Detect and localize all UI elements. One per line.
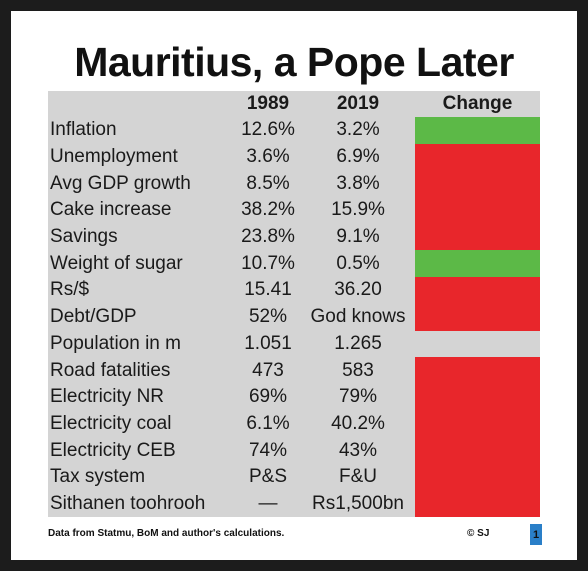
table-row: Sithanen toohrooh — Rs1,500bn <box>48 490 540 518</box>
change-indicator <box>415 223 540 251</box>
change-indicator <box>415 490 540 518</box>
table-row: Weight of sugar 10.7% 0.5% <box>48 250 540 278</box>
value-1989: 74% <box>248 439 288 461</box>
header-2019: 2019 <box>336 93 380 114</box>
value-2019: God knows <box>310 306 406 328</box>
value-1989: 8.5% <box>246 172 290 194</box>
row-label: Tax system <box>50 466 146 488</box>
table-row: Debt/GDP 52% God knows <box>48 303 540 331</box>
change-indicator <box>415 117 540 144</box>
change-indicator <box>415 331 540 358</box>
row-label: Electricity CEB <box>50 439 176 461</box>
row-label: Cake increase <box>50 199 172 221</box>
value-1989: 52% <box>248 306 288 328</box>
table-row: Inflation 12.6% 3.2% <box>48 117 540 144</box>
change-indicator <box>415 197 540 224</box>
row-label: Debt/GDP <box>50 306 137 328</box>
value-1989: 3.6% <box>246 146 290 168</box>
value-1989: 38.2% <box>241 199 295 221</box>
row-label: Rs/$ <box>50 279 90 301</box>
footer: Data from Statmu, BoM and author's calcu… <box>48 524 542 548</box>
row-label: Population in m <box>50 332 181 354</box>
value-1989: 69% <box>248 386 288 408</box>
value-2019: 3.8% <box>336 172 380 194</box>
row-label: Road fatalities <box>50 359 171 381</box>
change-indicator <box>415 250 540 278</box>
value-1989: 12.6% <box>241 119 295 141</box>
header-change: Change <box>442 93 513 114</box>
value-2019: 36.20 <box>334 279 382 301</box>
value-1989: 1.051 <box>244 332 292 354</box>
change-indicator <box>415 383 540 411</box>
value-1989: 6.1% <box>246 412 290 434</box>
table-row: Rs/$ 15.41 36.20 <box>48 277 540 304</box>
table-row: Savings 23.8% 9.1% <box>48 223 540 251</box>
credit: © SJ <box>467 528 490 539</box>
value-1989: 10.7% <box>241 252 295 274</box>
comparison-table: 1989 2019 Change Inflation 12.6% 3.2% Unemp… <box>48 91 540 518</box>
row-label: Electricity NR <box>50 386 165 408</box>
source-note: Data from Statmu, BoM and author's calcu… <box>48 528 285 539</box>
table-row: Electricity NR 69% 79% <box>48 383 540 411</box>
change-indicator <box>415 303 540 331</box>
value-2019: 15.9% <box>331 199 385 221</box>
row-label: Savings <box>50 226 118 248</box>
change-indicator <box>415 357 540 384</box>
value-2019: 3.2% <box>336 119 380 141</box>
page-number-badge: 1 <box>530 524 542 545</box>
change-indicator <box>415 437 540 464</box>
value-2019: F&U <box>339 466 377 488</box>
table-row: Avg GDP growth 8.5% 3.8% <box>48 170 540 198</box>
table-row: Cake increase 38.2% 15.9% <box>48 197 540 224</box>
row-label: Avg GDP growth <box>50 172 191 194</box>
header-1989: 1989 <box>246 93 290 114</box>
value-2019: 9.1% <box>336 226 380 248</box>
value-2019: 40.2% <box>331 412 385 434</box>
table-row: Electricity coal 6.1% 40.2% <box>48 410 540 438</box>
value-1989: 23.8% <box>241 226 295 248</box>
row-label: Weight of sugar <box>50 252 183 274</box>
change-indicator <box>415 170 540 198</box>
row-label: Unemployment <box>50 146 178 168</box>
value-1989: P&S <box>248 466 288 488</box>
page-title: Mauritius, a Pope Later <box>74 39 514 85</box>
row-label: Electricity coal <box>50 412 172 434</box>
table-row: Tax system P&S F&U <box>48 463 540 491</box>
value-2019: Rs1,500bn <box>312 492 404 514</box>
value-1989: 15.41 <box>244 279 292 301</box>
value-1989: — <box>258 492 278 514</box>
change-indicator <box>415 277 540 304</box>
value-2019: 6.9% <box>336 146 380 168</box>
change-indicator <box>415 143 540 171</box>
value-2019: 1.265 <box>334 332 382 354</box>
infographic-card: Mauritius, a Pope Later 1989 2019 Change… <box>11 11 577 560</box>
change-indicator <box>415 463 540 491</box>
table-row: Unemployment 3.6% 6.9% <box>48 143 540 171</box>
value-1989: 473 <box>252 359 284 381</box>
value-2019: 79% <box>338 386 378 408</box>
value-2019: 583 <box>342 359 374 381</box>
value-2019: 0.5% <box>336 252 380 274</box>
change-indicator <box>415 410 540 438</box>
table-row: Electricity CEB 74% 43% <box>48 437 540 464</box>
row-label: Inflation <box>50 119 117 141</box>
table-row: Population in m 1.051 1.265 <box>48 331 540 358</box>
table-row: Road fatalities 473 583 <box>48 357 540 384</box>
row-label: Sithanen toohrooh <box>50 492 206 514</box>
table-header-row: 1989 2019 Change <box>48 91 540 117</box>
value-2019: 43% <box>338 439 378 461</box>
